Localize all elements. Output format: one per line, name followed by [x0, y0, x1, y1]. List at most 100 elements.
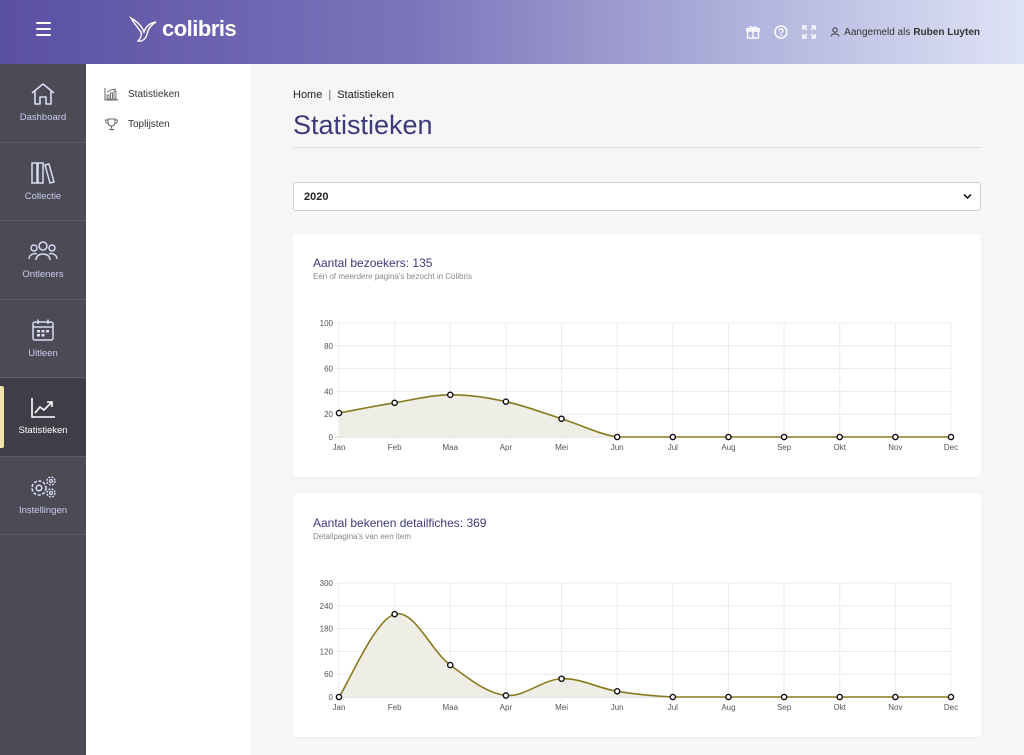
y-tick-label: 240	[320, 602, 334, 611]
chart-card-detailfiches: Aantal bekenen detailfiches: 369 Detailp…	[293, 494, 981, 737]
subnav-item-toplijsten[interactable]: Toplijsten	[86, 109, 251, 139]
title-divider	[293, 147, 981, 148]
x-tick-label: Dec	[944, 443, 958, 452]
data-point	[892, 433, 899, 441]
brand-name: colibris	[162, 16, 237, 41]
sidebar-item-ontleners[interactable]: Ontleners	[0, 221, 86, 300]
breadcrumb-home[interactable]: Home	[293, 89, 323, 101]
hamburger-menu-icon[interactable]	[36, 22, 51, 36]
breadcrumb: Home | Statistieken	[293, 89, 394, 101]
login-prefix: Aangemeld als	[844, 26, 911, 38]
y-tick-label: 40	[324, 387, 333, 396]
data-point	[836, 433, 844, 441]
sidebar-item-dashboard[interactable]: Dashboard	[0, 64, 86, 143]
data-point	[502, 692, 510, 699]
card-subtitle: Eén of meerdere pagina's bezocht in Coli…	[313, 272, 472, 281]
data-point	[947, 693, 955, 701]
sidebar-item-collectie[interactable]: Collectie	[0, 143, 86, 221]
main-sidebar: Dashboard Collectie Ontleners Uitleen St…	[0, 64, 86, 755]
sidebar-item-label: Uitleen	[28, 347, 58, 359]
calendar-icon	[32, 319, 54, 341]
x-tick-label: Jun	[611, 443, 624, 452]
brand-logo[interactable]: colibris	[128, 14, 237, 44]
x-tick-label: Jul	[668, 443, 678, 452]
sub-navigation: Statistieken Toplijsten	[86, 64, 251, 755]
main-content: Home | Statistieken Statistieken 2020 Aa…	[251, 64, 1024, 755]
x-tick-label: Jan	[333, 703, 346, 712]
y-tick-label: 20	[324, 410, 333, 419]
breadcrumb-current: Statistieken	[337, 89, 395, 101]
sidebar-item-statistieken[interactable]: Statistieken	[0, 378, 86, 457]
y-tick-label: 80	[324, 342, 333, 351]
chart-icon	[31, 398, 55, 419]
gears-icon	[31, 476, 56, 498]
data-point	[725, 693, 732, 701]
data-point	[446, 391, 454, 399]
login-status[interactable]: Aangemeld als Ruben Luyten	[830, 27, 980, 38]
x-tick-label: Apr	[500, 703, 513, 712]
sidebar-item-instellingen[interactable]: Instellingen	[0, 457, 86, 535]
sidebar-item-label: Instellingen	[18, 504, 68, 516]
login-user: Ruben Luyten	[913, 26, 980, 38]
y-tick-label: 100	[320, 319, 334, 328]
x-tick-label: Feb	[388, 443, 402, 452]
breadcrumb-separator: |	[328, 89, 332, 101]
area-fill	[339, 394, 951, 437]
data-point	[780, 693, 788, 701]
chart-detailfiches: 0 60 120 180 240 300 Jan Feb Maa Apr Mei Jun Jul Aug S…	[320, 579, 958, 712]
y-tick-label: 300	[320, 579, 334, 588]
subnav-item-statistieken[interactable]: Statistieken	[86, 79, 251, 109]
year-select[interactable]: 2020	[293, 182, 981, 211]
data-point	[558, 675, 565, 683]
data-point	[558, 415, 565, 423]
data-point	[725, 433, 732, 441]
trophy-icon	[105, 118, 118, 130]
y-tick-label: 60	[324, 670, 333, 679]
y-tick-label: 0	[329, 693, 334, 702]
data-point	[780, 433, 788, 441]
sidebar-item-label: Ontleners	[22, 269, 64, 281]
data-point	[669, 693, 677, 701]
sidebar-item-uitleen[interactable]: Uitleen	[0, 300, 86, 378]
data-point	[669, 433, 677, 441]
y-tick-label: 120	[320, 647, 334, 656]
x-tick-label: Maa	[442, 703, 458, 712]
stats-icon	[104, 87, 119, 100]
x-tick-label: Apr	[500, 443, 513, 452]
x-tick-label: Dec	[944, 703, 958, 712]
data-point	[613, 433, 621, 441]
page-title: Statistieken	[293, 110, 433, 140]
data-point	[836, 693, 844, 701]
data-point	[502, 398, 510, 405]
fullscreen-icon[interactable]	[800, 23, 818, 41]
data-point	[613, 687, 621, 695]
x-tick-label: Sep	[777, 443, 792, 452]
card-title: Aantal bezoekers: 135	[313, 256, 433, 270]
area-fill	[339, 613, 951, 697]
x-tick-label: Nov	[888, 443, 902, 452]
home-icon	[31, 83, 55, 106]
x-tick-label: Jan	[333, 443, 346, 452]
data-point	[335, 693, 343, 701]
x-tick-label: Aug	[721, 443, 735, 452]
card-title: Aantal bekenen detailfiches: 369	[313, 516, 487, 530]
x-tick-label: Nov	[888, 703, 902, 712]
hummingbird-logo-icon	[129, 16, 157, 42]
gift-icon[interactable]	[744, 23, 762, 41]
x-tick-label: Sep	[777, 703, 792, 712]
chart-card-bezoekers: Aantal bezoekers: 135 Eén of meerdere pa…	[293, 234, 981, 477]
sidebar-item-label: Dashboard	[19, 112, 67, 124]
user-icon	[830, 27, 840, 37]
data-point	[892, 693, 899, 701]
y-tick-label: 180	[320, 625, 334, 634]
x-tick-label: Mei	[555, 703, 568, 712]
data-point	[947, 433, 955, 441]
data-point	[335, 409, 343, 417]
year-select-value: 2020	[304, 190, 329, 203]
chart-bezoekers: 0 20 40 60 80 100 Jan Feb Maa Apr Mei Jun Jul Aug Sep O…	[320, 319, 958, 452]
x-tick-label: Jun	[611, 703, 624, 712]
help-icon[interactable]	[772, 23, 790, 41]
x-tick-label: Okt	[834, 443, 847, 452]
card-subtitle: Detailpagina's van een item	[313, 532, 412, 541]
series-line	[338, 394, 951, 438]
